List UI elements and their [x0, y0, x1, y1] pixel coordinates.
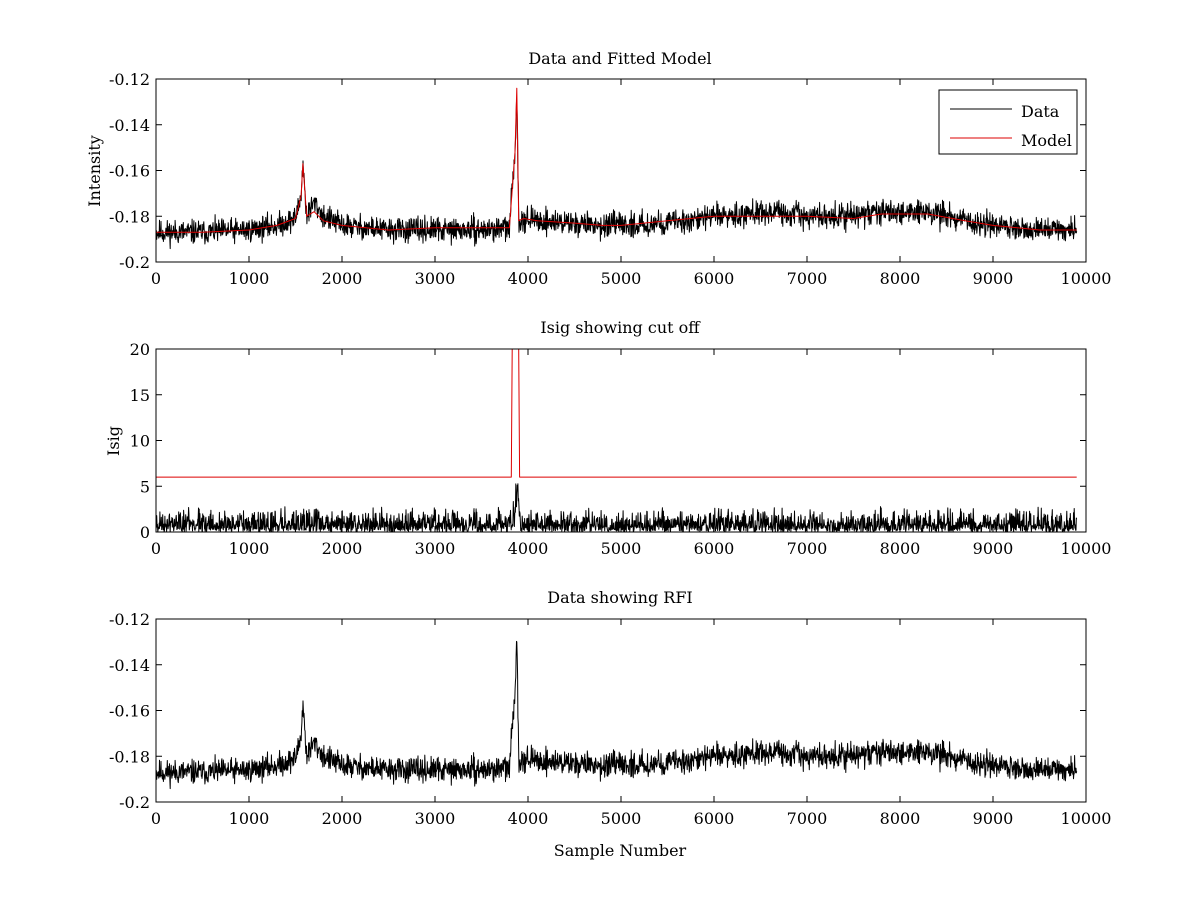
x-tick-label-6000: 6000 [694, 269, 735, 288]
legend-box [938, 89, 1078, 155]
chart-data-showing-rfi: Data showing RFI Sample Number 0 1000 2000… [109, 588, 1111, 860]
x-axis-label: Sample Number [554, 841, 687, 860]
x-tick-label-1000: 1000 [229, 539, 270, 558]
x-tick-label-10000: 10000 [1061, 809, 1112, 828]
chart-title: Isig showing cut off [540, 318, 701, 337]
y-tick-label-5: 5 [140, 477, 150, 496]
x-tick-label-9000: 9000 [973, 539, 1014, 558]
chart-data-and-fitted-model: Data and Fitted Model Intensity 0 1000 200… [85, 49, 1111, 288]
x-tick-label-2000: 2000 [322, 269, 363, 288]
x-tick-label-8000: 8000 [880, 809, 921, 828]
x-tick-label-7000: 7000 [787, 809, 828, 828]
x-tick-label-7000: 7000 [787, 539, 828, 558]
series-group [156, 349, 1078, 532]
x-tick-label-4000: 4000 [508, 539, 549, 558]
y-tick-label-15: 15 [130, 386, 150, 405]
plot-area: 0 1000 2000 3000 4000 5000 6000 7000 8000 9000 100… [130, 340, 1112, 558]
x-tick-label-5000: 5000 [601, 269, 642, 288]
x-tick-label-6000: 6000 [694, 539, 735, 558]
x-tick-label-0: 0 [151, 269, 161, 288]
x-tick-label-2000: 2000 [322, 539, 363, 558]
x-tick-label-4000: 4000 [508, 809, 549, 828]
y-axis-label: Isig [104, 426, 123, 456]
y-tick-label-0-16: -0.16 [109, 162, 150, 181]
x-tick-label-9000: 9000 [973, 809, 1014, 828]
x-tick-label-6000: 6000 [694, 809, 735, 828]
series-group [156, 640, 1078, 790]
x-tick-label-9000: 9000 [973, 269, 1014, 288]
x-tick-label-10000: 10000 [1061, 539, 1112, 558]
x-tick-label-5000: 5000 [601, 539, 642, 558]
series-line-Model [156, 87, 1077, 233]
plot-area: 0 1000 2000 3000 4000 5000 6000 7000 8000 9000 100… [109, 70, 1111, 288]
y-tick-label-20: 20 [130, 340, 150, 359]
legend-label-data: Data [1021, 102, 1060, 121]
y-tick-label-0-2: -0.2 [119, 793, 150, 812]
y-tick-label-0-12: -0.12 [109, 70, 150, 89]
y-tick-label-0-18: -0.18 [109, 207, 150, 226]
y-tick-label-0: 0 [140, 523, 150, 542]
series-line-Cut-off [156, 349, 1077, 478]
legend: Data Model [938, 89, 1078, 155]
legend-label-model: Model [1021, 131, 1072, 150]
chart-isig-showing-cut-off: Isig showing cut off Isig 0 1000 2000 3000 4… [104, 318, 1111, 558]
x-tick-label-0: 0 [151, 809, 161, 828]
x-tick-label-8000: 8000 [880, 269, 921, 288]
x-tick-label-7000: 7000 [787, 269, 828, 288]
x-tick-label-2000: 2000 [322, 809, 363, 828]
y-tick-label-0-18: -0.18 [109, 747, 150, 766]
x-tick-label-8000: 8000 [880, 539, 921, 558]
series-group [156, 87, 1078, 250]
y-tick-label-0-14: -0.14 [109, 116, 150, 135]
y-tick-label-0-12: -0.12 [109, 610, 150, 629]
series-line-Data [156, 100, 1078, 250]
chart-title: Data showing RFI [547, 588, 692, 607]
x-tick-label-1000: 1000 [229, 809, 270, 828]
chart-title: Data and Fitted Model [528, 49, 711, 68]
x-tick-label-0: 0 [151, 539, 161, 558]
series-line-Isig [156, 483, 1078, 532]
y-tick-label-0-16: -0.16 [109, 702, 150, 721]
y-tick-label-0-14: -0.14 [109, 656, 150, 675]
x-tick-label-5000: 5000 [601, 809, 642, 828]
x-tick-label-10000: 10000 [1061, 269, 1112, 288]
x-tick-label-1000: 1000 [229, 269, 270, 288]
series-line-Data [156, 640, 1078, 790]
x-tick-label-3000: 3000 [415, 809, 456, 828]
x-tick-label-3000: 3000 [415, 539, 456, 558]
y-axis-label: Intensity [85, 135, 104, 207]
y-tick-label-0-2: -0.2 [119, 253, 150, 272]
plot-area: 0 1000 2000 3000 4000 5000 6000 7000 8000 9000 100… [109, 610, 1111, 828]
y-tick-label-10: 10 [130, 432, 150, 451]
x-tick-label-4000: 4000 [508, 269, 549, 288]
x-tick-label-3000: 3000 [415, 269, 456, 288]
